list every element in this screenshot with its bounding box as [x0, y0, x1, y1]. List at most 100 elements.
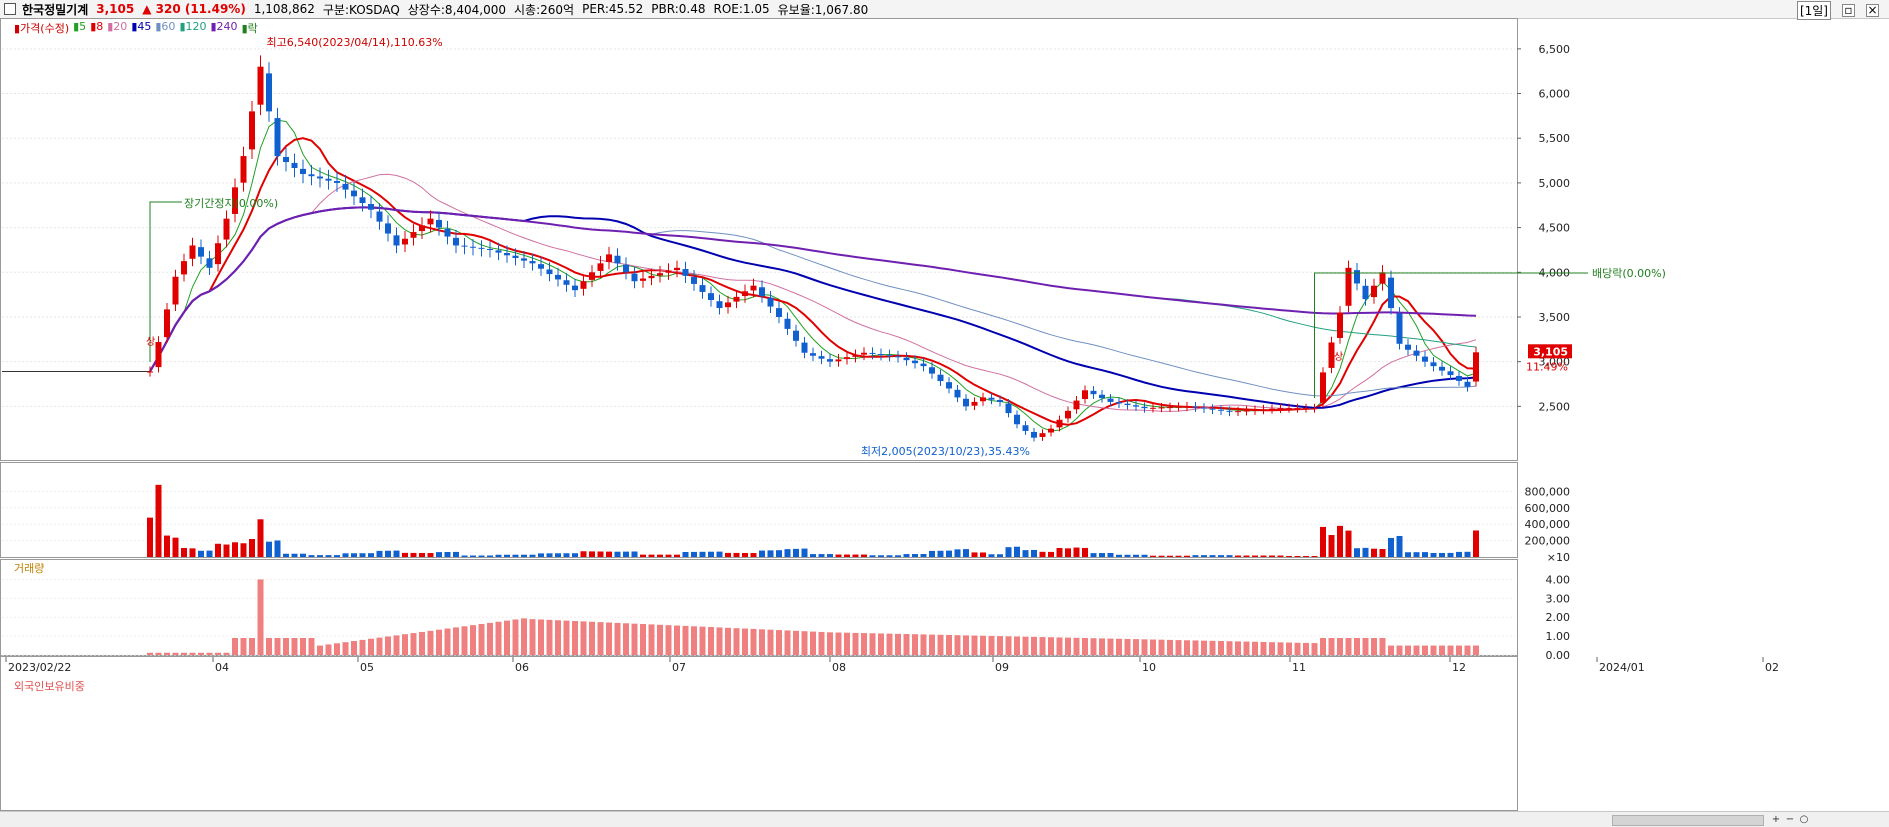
panel-frame: [0, 462, 1518, 558]
foreign-bar: [1354, 638, 1360, 655]
volume-tick-label: 200,000: [1525, 535, 1571, 548]
candle-body: [1337, 312, 1343, 338]
foreign-bar: [368, 638, 374, 655]
candle-body: [1396, 313, 1403, 344]
volume-bar: [1405, 552, 1411, 557]
candle-body: [708, 293, 714, 300]
foreign-bar: [461, 626, 468, 655]
xtick-label: 11: [1292, 661, 1306, 674]
candle-body: [1362, 285, 1369, 300]
foreign-bar: [878, 633, 884, 655]
candle-body: [1014, 414, 1020, 425]
volume-bar: [1456, 551, 1462, 557]
candle-body: [198, 247, 204, 257]
foreign-bar: [1328, 638, 1335, 655]
foreign-bar: [487, 622, 493, 655]
legend-item: ▮60: [155, 20, 176, 33]
foreign-bar: [385, 636, 391, 655]
period-selector[interactable]: [1일]: [1796, 1, 1831, 20]
volume-bar: [1422, 552, 1428, 557]
volume-bar: [1345, 530, 1352, 557]
close-icon[interactable]: ×: [1866, 3, 1879, 17]
volume-bar: [716, 551, 723, 557]
volume-bar: [784, 549, 791, 557]
foreign-bar: [861, 633, 867, 655]
restore-icon[interactable]: ▫: [1842, 4, 1855, 17]
foreign-tick-label: 3.00: [1546, 592, 1571, 605]
volume-bar: [759, 550, 765, 557]
foreign-bar: [563, 620, 570, 655]
candle-body: [657, 273, 663, 276]
candle-body: [181, 261, 187, 275]
foreign-bar: [1473, 645, 1479, 655]
candle-body: [1354, 270, 1360, 284]
volume-bar: [980, 552, 986, 557]
candle-body: [164, 309, 170, 338]
candle-body: [912, 360, 918, 364]
foreign-bar: [512, 619, 519, 655]
ma-240-line: [149, 206, 1477, 373]
volume-bar: [1379, 548, 1386, 557]
volume-bar: [1099, 553, 1105, 557]
xtick-label: 07: [672, 661, 686, 674]
foreign-bar: [427, 630, 434, 655]
candle-body: [1464, 381, 1471, 387]
foreign-bar: [529, 619, 536, 655]
zoom-reset-icon[interactable]: ○: [1799, 814, 1809, 825]
candle-body: [444, 228, 451, 237]
volume-bar: [1158, 555, 1165, 557]
foreign-bar: [453, 627, 459, 655]
foreign-bar: [1235, 641, 1241, 655]
volume-bar: [954, 549, 961, 557]
scroll-thumb[interactable]: [1612, 815, 1764, 826]
volume-bar: [291, 553, 298, 557]
volume-bar: [257, 519, 264, 557]
candle-body: [1243, 410, 1250, 412]
reserve-ratio: 유보율:1,067.80: [777, 2, 869, 17]
volume-bar: [793, 548, 799, 557]
legend-item: ▮가격(수정): [14, 22, 70, 35]
volume-bar: [971, 552, 978, 557]
price-legend: ▮가격(수정) ▮5 ▮8 ▮20 ▮45 ▮60 ▮120 ▮240 ▮락: [14, 20, 258, 36]
candle-body: [1048, 428, 1054, 433]
volume-bar: [648, 554, 655, 557]
foreign-bar: [1039, 637, 1046, 655]
select-checkbox[interactable]: [4, 3, 16, 15]
volume-bar: [334, 555, 340, 557]
candle-body: [1413, 350, 1420, 356]
chart-scrollbar[interactable]: + − ○: [0, 811, 1889, 827]
candle-body: [665, 270, 672, 273]
volume-bar: [198, 550, 204, 557]
zoom-out-icon[interactable]: −: [1785, 814, 1795, 825]
foreign-bar: [1226, 641, 1233, 655]
foreign-bar: [767, 629, 774, 655]
volume-bar: [342, 553, 349, 557]
halt-marker: [149, 201, 182, 362]
foreign-bar: [1099, 638, 1105, 655]
volume-bar: [206, 550, 213, 557]
limit-up-label: 상: [1334, 351, 1343, 363]
ytick-label: 3,000: [1539, 356, 1571, 369]
ma-45-line: [149, 206, 1477, 409]
volume-bar: [572, 553, 578, 557]
foreign-bar: [963, 635, 969, 655]
foreign-bar: [325, 644, 332, 655]
volume-bar: [946, 550, 952, 557]
candle-body: [920, 363, 927, 367]
foreign-bar: [240, 638, 247, 655]
pbr-value: PBR:0.48: [651, 2, 706, 16]
volume-bar: [266, 541, 272, 557]
candle-body: [325, 178, 332, 181]
candle-body: [1031, 431, 1037, 438]
legend-item: ▮45: [131, 20, 152, 33]
candle-body: [971, 401, 978, 406]
zoom-in-icon[interactable]: +: [1771, 814, 1781, 825]
candle-body: [1269, 408, 1275, 410]
volume-bar: [1141, 554, 1148, 557]
candle-body: [1379, 272, 1386, 284]
volume-bar: [1226, 555, 1233, 557]
current-price-label: 3,105: [1533, 345, 1568, 358]
foreign-bar: [1031, 636, 1037, 655]
foreign-bar: [589, 621, 595, 655]
